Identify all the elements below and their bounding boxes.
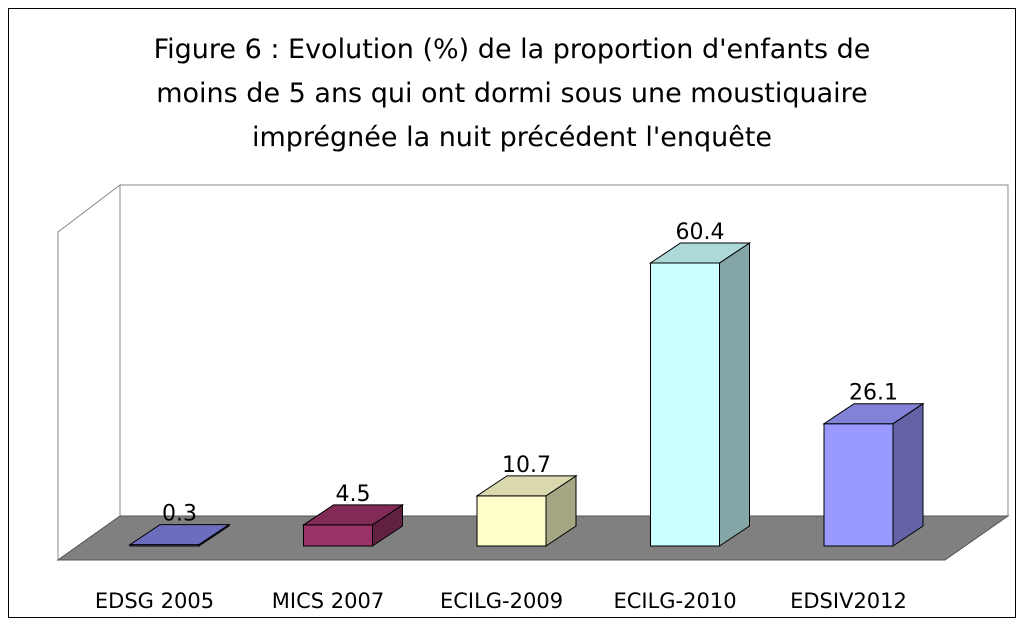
bar-front [823,423,894,547]
data-label: 0.3 [162,502,197,527]
bar-side [892,402,924,547]
bar-top [301,504,405,526]
bar [648,242,752,547]
x-tick-label: ECILG-2009 [440,589,563,613]
bar-top [648,242,752,264]
bar-front [476,495,547,547]
chart-title: Figure 6 : Evolution (%) de la proportio… [154,34,871,65]
data-label: 4.5 [336,482,371,507]
bar [475,474,578,547]
x-tick-label: EDSG 2005 [95,589,214,613]
chart-title: moins de 5 ans qui ont dormi sous une mo… [156,78,868,109]
bar-top [475,475,578,497]
bar-top [822,403,925,425]
bar [128,523,231,547]
x-tick-label: ECILG-2010 [613,589,736,613]
data-label: 10.7 [502,453,551,478]
bar-front [650,262,720,547]
bar-front [303,524,373,547]
bar [822,402,925,547]
bar-top [128,524,231,546]
x-tick-label: MICS 2007 [272,589,384,613]
data-label: 60.4 [676,220,725,245]
x-tick-label: EDSIV2012 [790,589,907,613]
data-label: 26.1 [849,381,898,406]
chart-title: imprégnée la nuit précédent l'enquête [252,122,772,153]
bar [301,503,405,547]
left-wall [57,183,121,561]
bar-side [719,242,750,547]
